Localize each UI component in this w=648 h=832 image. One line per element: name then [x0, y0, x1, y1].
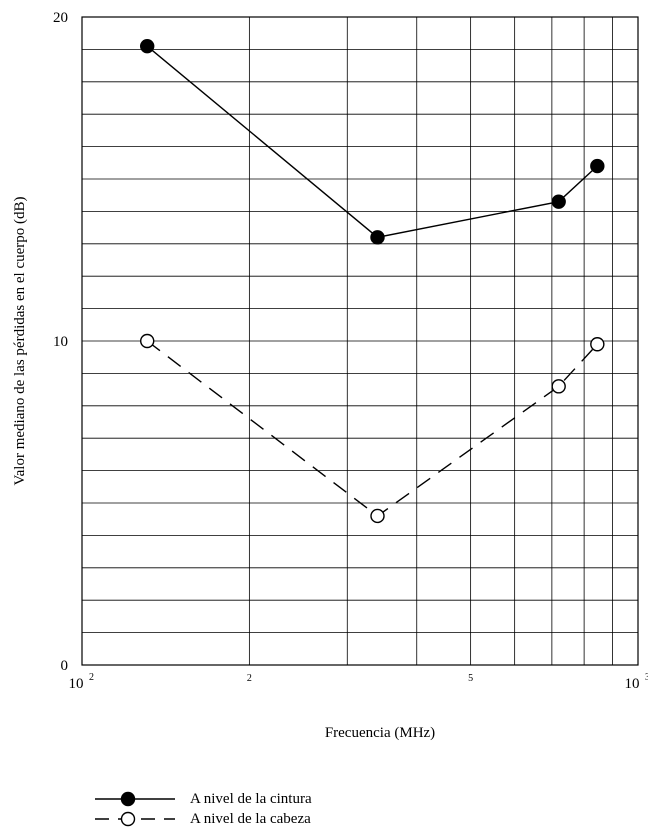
series-1-point — [590, 337, 605, 352]
y-tick-label: 0 — [61, 658, 69, 674]
legend-marker-filled-circle-icon — [95, 791, 175, 807]
x-axis-label: Frecuencia (MHz) — [325, 725, 435, 741]
y-tick-label: 10 — [53, 334, 68, 350]
legend-label-cintura: A nivel de la cintura — [190, 791, 312, 807]
x-tick-label: 10 — [69, 676, 84, 692]
series-line-1 — [146, 340, 598, 517]
series-1-point — [551, 379, 566, 394]
series-0-point — [140, 38, 155, 54]
series-1-point — [370, 508, 385, 524]
x-tick-label: 5 — [468, 673, 473, 684]
series-line-0 — [146, 45, 598, 239]
x-tick-exponent: 3 — [645, 672, 648, 683]
series-0-point — [370, 230, 385, 245]
legend-marker-open-circle-icon — [95, 811, 175, 827]
y-axis-label: Valor mediano de las pérdidas en el cuer… — [12, 196, 28, 485]
y-tick-label: 20 — [53, 10, 68, 26]
x-tick-label: 10 — [625, 676, 640, 692]
series-0-point — [551, 194, 566, 209]
series-1-point — [140, 333, 155, 349]
legend-label-cabeza: A nivel de la cabeza — [190, 811, 311, 827]
x-tick-exponent: 2 — [89, 672, 94, 683]
x-tick-label: 2 — [247, 673, 252, 684]
series-0-point — [590, 158, 605, 174]
plot-frame — [81, 16, 639, 666]
